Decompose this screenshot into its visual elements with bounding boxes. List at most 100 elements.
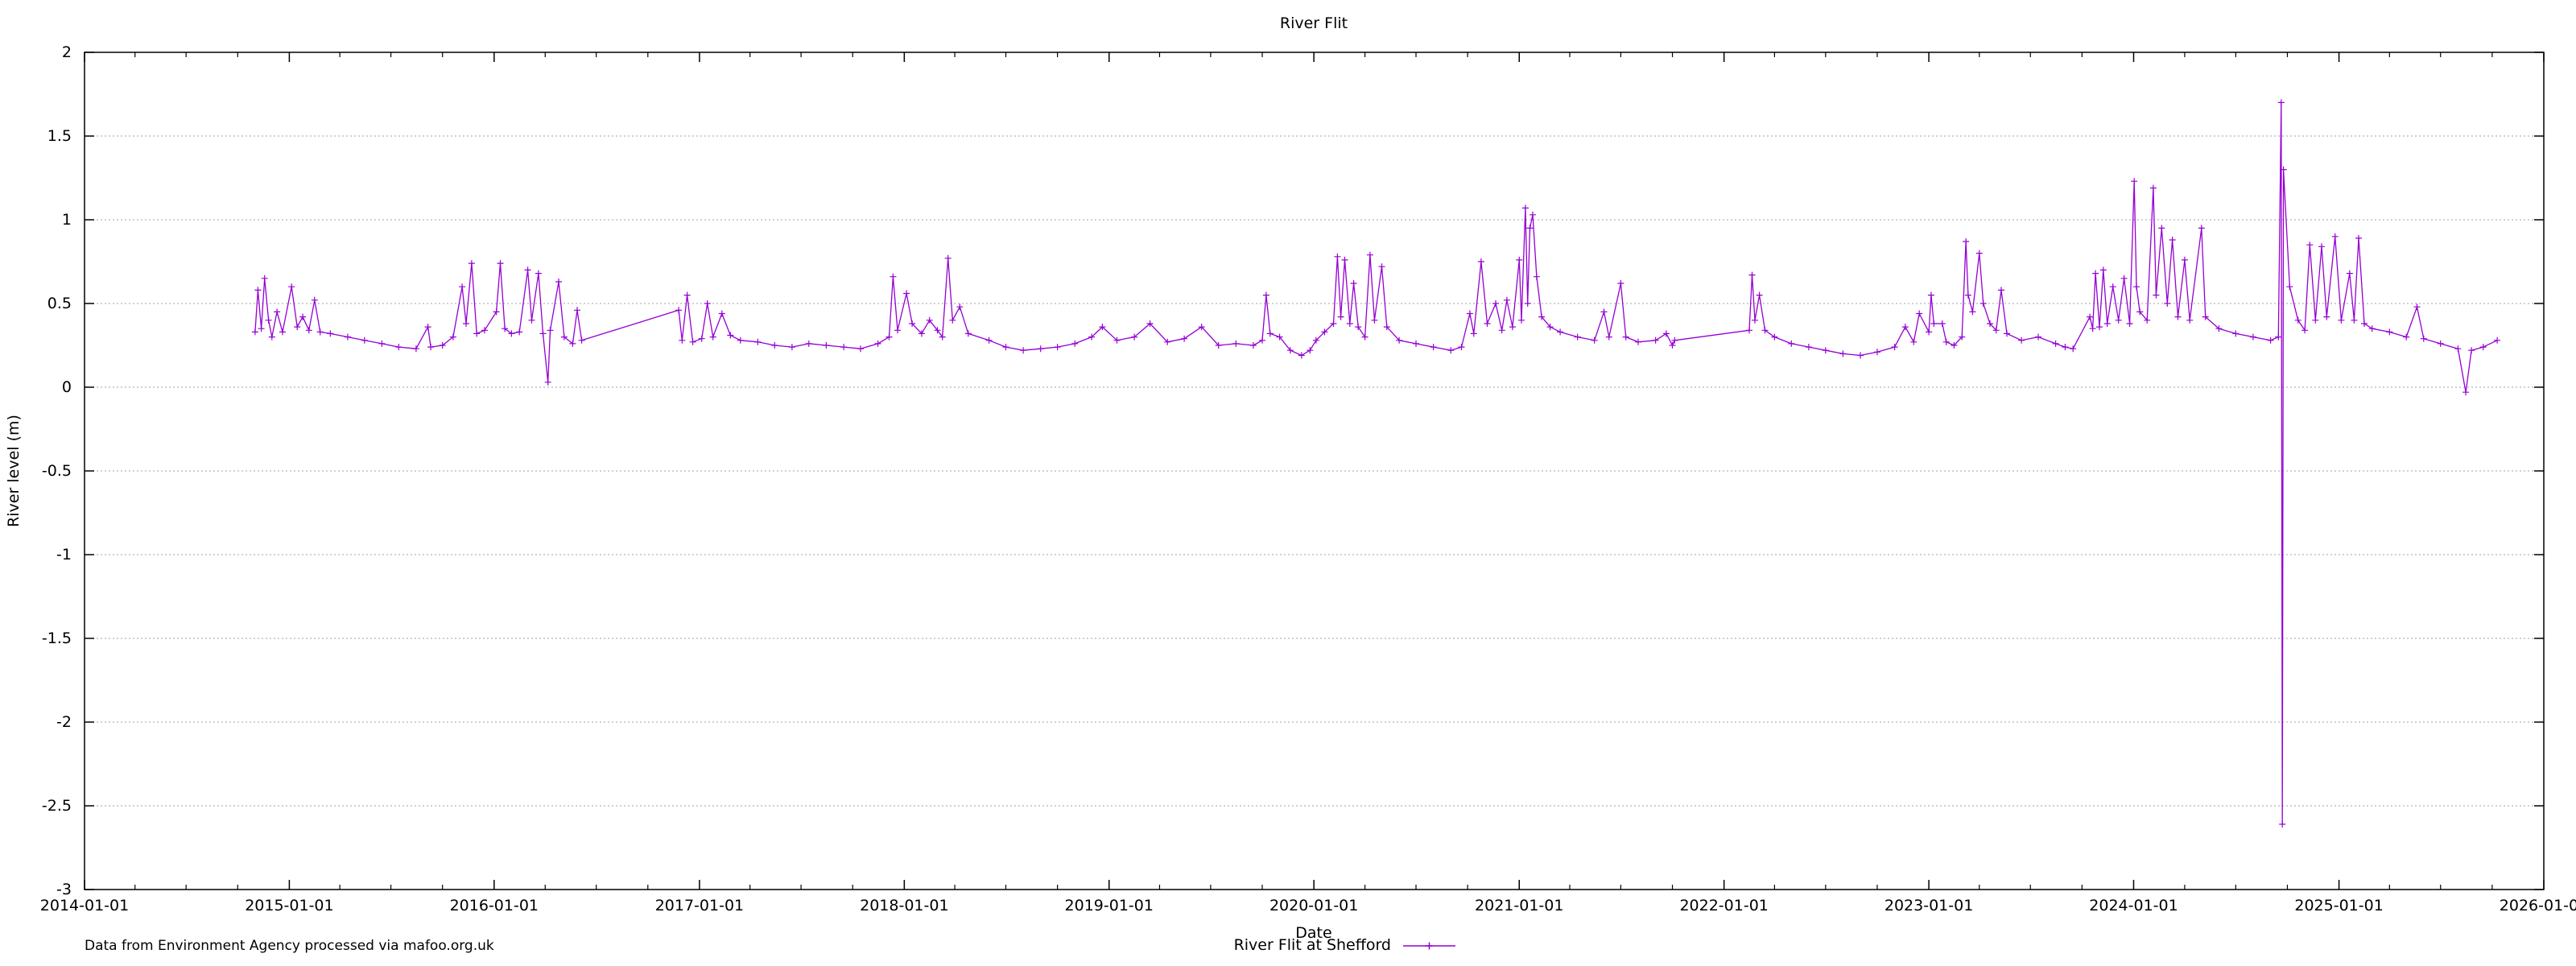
data-point [2133, 283, 2140, 291]
data-point [944, 254, 952, 262]
data-point [1164, 338, 1171, 345]
data-point [2115, 316, 2122, 324]
data-point [1366, 251, 1373, 258]
data-point [574, 307, 580, 314]
data-point [473, 330, 481, 337]
data-point [1822, 347, 1829, 354]
data-point [698, 335, 705, 342]
data-point [1526, 225, 1534, 232]
data-point [1477, 258, 1484, 265]
legend-label: River Flit at Shefford [1234, 936, 1391, 954]
data-point [2164, 300, 2171, 307]
data-point [2454, 345, 2462, 353]
data-point [1916, 310, 1923, 317]
data-point [1378, 263, 1385, 270]
data-point [299, 313, 307, 320]
data-point [718, 310, 725, 317]
y-tick-label: -0.5 [42, 462, 72, 480]
data-point [1002, 344, 1009, 351]
data-point [2153, 291, 2160, 299]
data-point [2092, 270, 2099, 277]
data-point [449, 333, 456, 341]
y-axis-label: River level (m) [5, 415, 23, 527]
data-point [2052, 340, 2059, 347]
data-point [2437, 340, 2444, 347]
data-point [2403, 333, 2410, 341]
data-point [508, 330, 515, 337]
data-point [1910, 338, 1918, 345]
data-point [294, 324, 301, 331]
data-point [1361, 333, 1368, 341]
x-axis-label: Date [1295, 924, 1331, 942]
data-point [857, 345, 864, 353]
grid-lines [85, 135, 2544, 807]
data-point [909, 320, 916, 327]
data-point [2144, 316, 2151, 324]
data-point [1413, 340, 1419, 347]
data-point [2126, 320, 2133, 327]
data-point [1987, 320, 1993, 327]
data-point [840, 344, 848, 351]
data-point [2136, 308, 2144, 316]
data-point [1430, 344, 1437, 351]
data-point [2149, 184, 2157, 192]
data-point [1959, 333, 1966, 341]
data-point [481, 327, 488, 334]
data-point [1617, 280, 1624, 287]
data-point [2277, 99, 2285, 106]
data-point [1470, 330, 1477, 337]
data-point [704, 300, 711, 307]
data-point [427, 344, 435, 351]
data-point [771, 342, 778, 349]
data-point [1266, 330, 1274, 337]
data-point [258, 325, 265, 332]
data-point [1503, 296, 1510, 303]
data-point [1546, 324, 1554, 331]
data-point [1099, 324, 1106, 331]
data-point [2169, 237, 2176, 243]
data-point [1662, 330, 1670, 337]
data-point [805, 340, 812, 347]
data-point [1259, 336, 1265, 344]
series-layer [251, 99, 2501, 828]
data-point [2035, 333, 2041, 341]
data-point [2318, 243, 2325, 250]
data-point [1901, 324, 1909, 331]
data-point [1891, 344, 1898, 351]
y-tick-label: 1.5 [47, 127, 72, 145]
data-point [1232, 340, 1240, 347]
data-point [261, 275, 268, 282]
data-point [886, 333, 893, 341]
data-point [395, 344, 402, 351]
data-point [2462, 389, 2470, 396]
data-point [578, 336, 585, 344]
data-point [1071, 340, 1079, 347]
data-point [1927, 291, 1934, 299]
data-point [1466, 310, 1473, 317]
data-point [1975, 250, 1983, 257]
data-point [1334, 253, 1341, 260]
data-point [1635, 338, 1641, 345]
data-point [1926, 328, 1933, 336]
data-point [344, 333, 351, 341]
legend-marker [1425, 942, 1433, 950]
data-point [788, 344, 795, 351]
data-point [2181, 256, 2188, 263]
data-point [1298, 352, 1305, 359]
data-point [288, 283, 295, 291]
x-tick-label: 2022-01-01 [1679, 897, 1768, 914]
data-point [316, 328, 324, 336]
data-point [1574, 333, 1581, 341]
data-point [1761, 327, 1769, 334]
data-point [2004, 330, 2010, 337]
data-point [1805, 344, 1812, 351]
x-tick-label: 2019-01-01 [1065, 897, 1154, 914]
data-point [268, 333, 275, 341]
data-point [2109, 283, 2116, 291]
x-tick-label: 2023-01-01 [1885, 897, 1973, 914]
data-point [516, 328, 523, 336]
data-point [2494, 336, 2501, 344]
data-point [555, 279, 562, 285]
data-point [1839, 350, 1847, 357]
